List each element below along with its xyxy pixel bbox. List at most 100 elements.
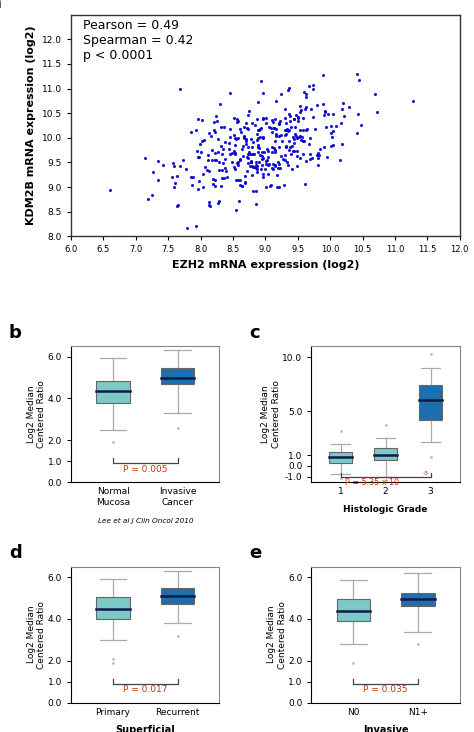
Point [329, 139, 337, 151]
Point [236, 195, 243, 206]
Point [262, 112, 270, 124]
Point [283, 123, 291, 135]
Point [241, 121, 248, 132]
Point [216, 164, 223, 176]
Point [336, 154, 344, 166]
Bar [329, 452, 352, 463]
Point [302, 124, 310, 136]
Point [231, 149, 239, 160]
Point [254, 146, 261, 158]
Point [294, 111, 301, 123]
Point [271, 160, 279, 172]
Point [217, 122, 225, 133]
Point [249, 149, 256, 160]
Point [211, 154, 219, 166]
Point [262, 157, 270, 169]
Text: b: b [9, 324, 22, 342]
Point [200, 181, 207, 193]
Point [270, 163, 277, 175]
Point [210, 116, 218, 128]
Text: Superficial: Superficial [115, 725, 175, 732]
Point [299, 135, 307, 147]
Point [305, 138, 313, 150]
Point [183, 223, 191, 234]
Point [193, 145, 201, 157]
Point [290, 146, 297, 157]
Point [179, 154, 186, 165]
Point [254, 96, 261, 108]
Point [272, 128, 280, 140]
Point [226, 148, 234, 160]
Point [284, 125, 292, 137]
Point [321, 105, 328, 117]
Point [267, 122, 275, 134]
Point [269, 126, 276, 138]
Point [176, 160, 184, 171]
Point [301, 103, 309, 115]
Point [221, 136, 228, 148]
Text: Invasive: Invasive [363, 725, 409, 732]
Point [357, 119, 365, 130]
Point [205, 149, 212, 161]
Point [226, 143, 233, 154]
Point [234, 115, 241, 127]
Point [339, 97, 347, 109]
Point [283, 157, 291, 168]
Point [247, 133, 255, 145]
Point [271, 122, 278, 134]
Point [275, 117, 283, 129]
Point [315, 147, 322, 159]
Point [293, 160, 301, 172]
Point [192, 220, 200, 232]
Point [233, 133, 240, 145]
Point [296, 124, 303, 136]
Text: Pearson = 0.49
Spearman = 0.42
p < 0.0001: Pearson = 0.49 Spearman = 0.42 p < 0.000… [83, 19, 193, 62]
Point [249, 161, 257, 173]
Point [252, 198, 260, 210]
Point [332, 120, 340, 132]
Point [245, 105, 253, 116]
Y-axis label: Log2 Median
Centered Ratio: Log2 Median Centered Ratio [27, 601, 46, 668]
Point [281, 154, 289, 165]
Point [254, 163, 261, 175]
Point [187, 171, 194, 183]
Point [241, 132, 248, 144]
Point [227, 131, 234, 143]
Point [205, 165, 213, 177]
Point [259, 113, 267, 124]
Point [244, 110, 252, 122]
Point [285, 124, 293, 135]
Point [225, 137, 232, 149]
Point [322, 121, 329, 132]
Point [288, 164, 296, 176]
Point [170, 181, 178, 193]
Point [356, 74, 363, 86]
Point [298, 131, 305, 143]
Point [306, 132, 314, 143]
Point [252, 162, 259, 173]
Point [196, 176, 203, 187]
Point [210, 173, 217, 185]
Point [255, 143, 263, 154]
Point [188, 179, 196, 191]
Bar [401, 593, 435, 606]
Point [195, 152, 203, 163]
Point [168, 171, 176, 183]
Point [240, 131, 247, 143]
Point [245, 152, 252, 164]
Point [148, 189, 156, 201]
Point [300, 135, 308, 147]
Point [223, 171, 230, 183]
Bar [161, 588, 194, 605]
Point [149, 166, 156, 178]
Y-axis label: Log2 Median
Centered Ratio: Log2 Median Centered Ratio [267, 601, 287, 668]
Point [264, 159, 272, 171]
Point [234, 160, 242, 171]
Point [276, 115, 283, 127]
Point [266, 181, 274, 193]
Point [253, 160, 261, 172]
Point [248, 141, 255, 153]
Point [271, 146, 279, 158]
Text: P = 0.017: P = 0.017 [123, 685, 167, 694]
Point [313, 149, 320, 161]
